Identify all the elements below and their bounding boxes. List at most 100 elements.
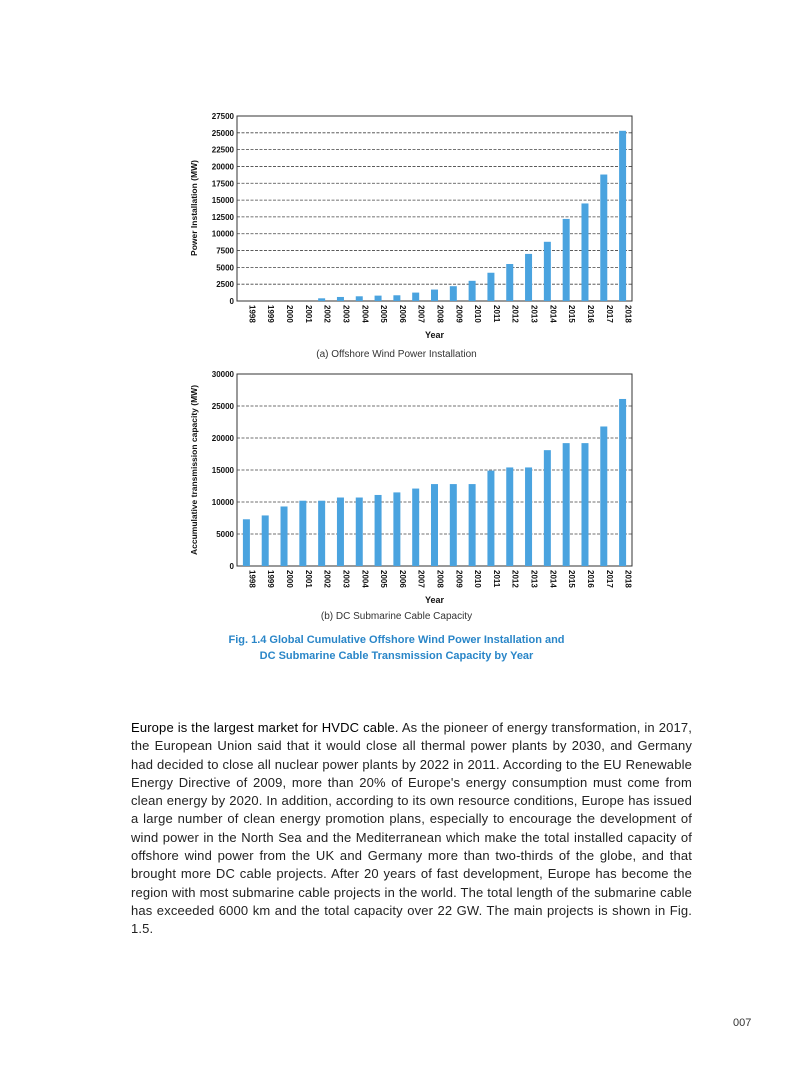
x-tick-label: 2008 <box>436 570 445 588</box>
bar <box>506 264 514 301</box>
bar <box>468 280 476 301</box>
bar <box>242 519 250 566</box>
bar <box>355 296 363 301</box>
paragraph-text: As the pioneer of energy transformation,… <box>131 720 692 937</box>
bar <box>543 241 551 301</box>
x-tick-label: 1999 <box>266 570 275 588</box>
x-tick-label: 2004 <box>360 570 369 588</box>
x-tick-label: 1998 <box>247 305 256 323</box>
x-tick-label: 2010 <box>473 570 482 588</box>
bar <box>374 295 382 301</box>
x-tick-label: 2001 <box>304 305 313 323</box>
y-tick-label: 5000 <box>216 530 234 539</box>
bar <box>619 130 627 301</box>
figure-caption-line1: Fig. 1.4 Global Cumulative Offshore Wind… <box>228 634 565 646</box>
y-tick-label: 20000 <box>212 162 235 171</box>
body-paragraph: Europe is the largest market for HVDC ca… <box>131 719 692 939</box>
x-tick-label: 2012 <box>511 305 520 323</box>
x-tick-label: 2018 <box>624 570 633 588</box>
y-tick-label: 7500 <box>216 247 234 256</box>
chart-offshore-wind: 0 2500 5000 7500 10000 12500 15000 17500 20000 22… <box>189 112 633 340</box>
y-tick-label: 0 <box>230 297 235 306</box>
x-tick-label: 2013 <box>530 305 539 323</box>
x-tick-label: 2004 <box>360 305 369 323</box>
x-tick-label: 2003 <box>341 570 350 588</box>
bar <box>487 272 495 301</box>
y-axis-label: Accumulative transmission capacity (MW) <box>189 385 199 555</box>
y-tick-label: 20000 <box>212 434 235 443</box>
y-tick-label: 0 <box>230 562 235 571</box>
x-tick-label: 2013 <box>530 570 539 588</box>
bar <box>393 492 401 566</box>
x-tick-label: 2000 <box>285 305 294 323</box>
chart-a-caption: (a) Offshore Wind Power Installation <box>316 349 477 360</box>
bar <box>487 470 495 566</box>
x-tick-label: 2002 <box>323 570 332 588</box>
y-tick-label: 10000 <box>212 230 235 239</box>
bar <box>600 174 608 301</box>
y-tick-label: 15000 <box>212 466 235 475</box>
y-tick-label: 22500 <box>212 146 235 155</box>
x-tick-label: 2014 <box>548 305 557 323</box>
x-tick-label: 2005 <box>379 570 388 588</box>
plot-frame <box>236 115 633 302</box>
paragraph-lead: Europe is the largest market for HVDC ca… <box>131 720 399 735</box>
y-tick-label: 30000 <box>212 370 235 379</box>
page-number: 007 <box>733 1017 752 1029</box>
x-tick-label: 2005 <box>379 305 388 323</box>
x-tick-label: 2007 <box>417 305 426 323</box>
bar <box>431 289 438 301</box>
x-tick-label: 2012 <box>511 570 520 588</box>
x-tick-label: 2017 <box>605 305 614 323</box>
y-tick-label: 27500 <box>212 112 235 121</box>
bar <box>412 292 420 301</box>
x-tick-label: 2009 <box>454 305 463 323</box>
bar <box>525 467 533 566</box>
y-tick-label: 10000 <box>212 498 235 507</box>
bar <box>543 450 551 566</box>
bar <box>336 296 344 301</box>
x-tick-label: 2015 <box>567 305 576 323</box>
bar <box>374 494 382 566</box>
x-tick-label: 2018 <box>624 305 633 323</box>
x-tick-label: 2016 <box>586 570 595 588</box>
bar <box>280 506 288 566</box>
bar <box>619 398 627 566</box>
x-tick-label: 2011 <box>492 570 501 588</box>
x-tick-label: 2001 <box>304 570 313 588</box>
bar <box>581 203 589 301</box>
chart-dc-cable: 0 5000 10000 15000 20000 25000 30000 1998 1999 20… <box>189 370 633 605</box>
bar <box>299 500 307 566</box>
bar <box>449 484 457 566</box>
bar <box>393 295 401 301</box>
bar <box>600 426 608 566</box>
y-tick-label: 25000 <box>212 129 235 138</box>
bar <box>562 218 570 301</box>
bar <box>336 497 344 566</box>
y-tick-label: 25000 <box>212 402 235 411</box>
bar <box>449 286 457 301</box>
x-tick-label: 2015 <box>567 570 576 588</box>
x-tick-label: 2011 <box>492 305 501 323</box>
y-tick-label: 12500 <box>212 213 235 222</box>
x-axis-label: Year <box>425 330 445 340</box>
y-tick-label: 5000 <box>216 263 234 272</box>
bar <box>261 515 269 566</box>
figure-caption-line2: DC Submarine Cable Transmission Capacity… <box>259 650 534 662</box>
bar <box>318 298 326 301</box>
bar <box>412 488 420 566</box>
x-tick-label: 2017 <box>605 570 614 588</box>
x-tick-label: 2014 <box>548 570 557 588</box>
bar <box>431 484 438 566</box>
bar <box>525 253 533 301</box>
x-tick-label: 2006 <box>398 570 407 588</box>
x-tick-label: 2010 <box>473 305 482 323</box>
chart-b-caption: (b) DC Submarine Cable Capacity <box>320 611 473 622</box>
x-tick-label: 2002 <box>323 305 332 323</box>
bar <box>468 484 476 566</box>
x-tick-label: 2008 <box>436 305 445 323</box>
x-axis-label: Year <box>425 595 445 605</box>
x-tick-label: 1999 <box>266 305 275 323</box>
bar <box>581 443 589 566</box>
y-tick-label: 15000 <box>212 196 235 205</box>
